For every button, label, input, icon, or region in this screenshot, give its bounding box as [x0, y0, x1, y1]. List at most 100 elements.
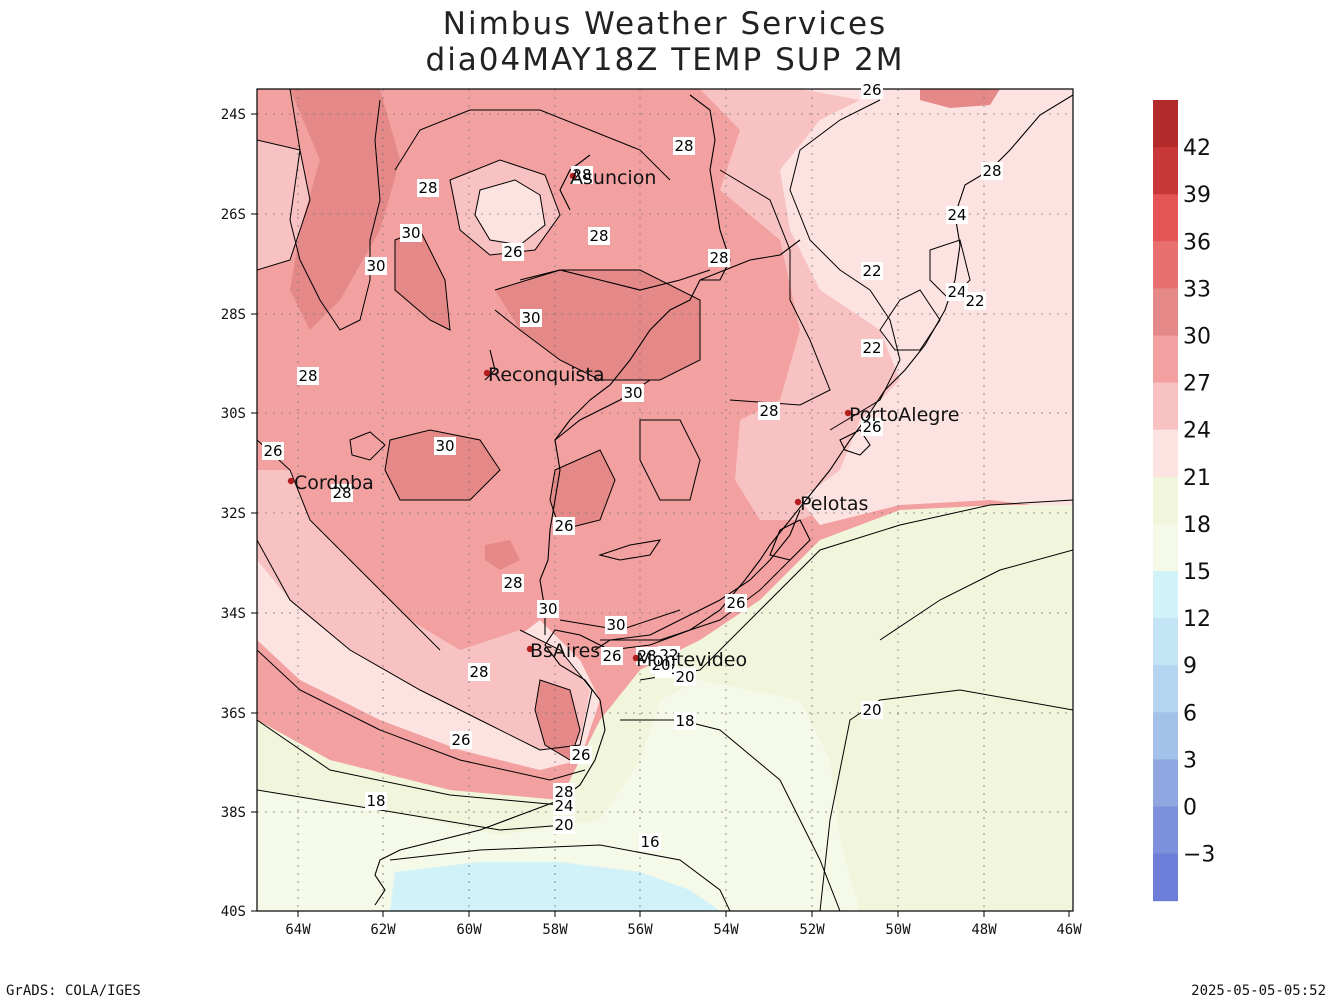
svg-text:24: 24	[554, 797, 573, 815]
svg-text:22: 22	[965, 292, 984, 310]
svg-text:26: 26	[451, 731, 470, 749]
svg-text:Montevideo: Montevideo	[636, 649, 747, 671]
svg-text:28: 28	[332, 484, 351, 502]
svg-text:28: 28	[469, 663, 488, 681]
lat-label-38s: 38S	[221, 805, 246, 821]
lat-label-24s: 24S	[221, 107, 246, 123]
colorbar-label: 18	[1183, 513, 1211, 538]
lat-label-36s: 36S	[221, 706, 246, 722]
contour-label: 28	[758, 402, 780, 420]
svg-text:24: 24	[947, 283, 966, 301]
lon-axis: 64W 62W 60W 58W 56W 54W 52W 50W 48W 46W	[285, 911, 1082, 938]
colorbar-swatch	[1153, 147, 1178, 195]
contour-labels: 2828282826303028302822242624222228303028…	[262, 81, 1003, 851]
lat-label-26s: 26S	[221, 207, 246, 223]
colorbar-swatch	[1153, 100, 1178, 148]
contour-label: 22	[964, 292, 986, 310]
colorbar-swatch	[1153, 806, 1178, 855]
city-reconquista: Reconquista	[483, 364, 605, 386]
lon-label-58w: 58W	[542, 922, 568, 938]
colorbar-label: 27	[1183, 372, 1211, 397]
coastlines-borders	[374, 94, 1073, 906]
contour-label: 30	[520, 309, 542, 327]
lat-label-32s: 32S	[221, 506, 246, 522]
contour-label: 26	[725, 594, 747, 612]
colorbar-swatch	[1153, 429, 1178, 478]
svg-text:28: 28	[298, 367, 317, 385]
lon-label-56w: 56W	[627, 922, 653, 938]
contour-label: 20	[861, 701, 883, 719]
lat-label-28s: 28S	[221, 307, 246, 323]
svg-text:26: 26	[862, 418, 881, 436]
colorbar-label: 21	[1183, 466, 1211, 491]
contour-label: 28	[708, 249, 730, 267]
contour-label: 28	[502, 574, 524, 592]
svg-text:28: 28	[589, 227, 608, 245]
colorbar-swatch	[1153, 476, 1178, 525]
contour-label: 18	[674, 712, 696, 730]
city-asuncion: Asuncion	[569, 167, 656, 189]
contour-label: 20	[674, 668, 696, 686]
svg-text:28: 28	[759, 402, 778, 420]
contour-label: 30	[365, 257, 387, 275]
svg-text:Cordoba: Cordoba	[294, 472, 374, 494]
graticule	[257, 89, 1073, 911]
svg-text:Asuncion: Asuncion	[570, 167, 656, 189]
city-portoalegre: PortoAlegre	[844, 404, 959, 426]
colorbar-swatch	[1153, 241, 1178, 289]
svg-text:18: 18	[675, 712, 694, 730]
colorbar-swatch	[1153, 288, 1178, 336]
svg-text:PortoAlegre: PortoAlegre	[849, 404, 959, 426]
lat-label-40s: 40S	[221, 904, 246, 920]
contour-label: 26	[502, 243, 524, 261]
colorbar-label: 3	[1183, 748, 1197, 773]
map-title-line1: Nimbus Weather Services	[443, 6, 887, 42]
svg-text:28: 28	[572, 166, 591, 184]
svg-text:26: 26	[571, 746, 590, 764]
footer-credit: GrADS: COLA/IGES	[6, 983, 141, 999]
city-markers: Asuncion Reconquista Cordoba PortoAlegre…	[287, 167, 959, 671]
contour-label: 26	[861, 418, 883, 436]
contour-label: 28	[673, 137, 695, 155]
contour-label: 30	[537, 600, 559, 618]
contour-label: 26	[570, 746, 592, 764]
svg-text:18: 18	[366, 792, 385, 810]
contour-label: 30	[605, 616, 627, 634]
colorbar-swatch	[1153, 523, 1178, 572]
svg-text:28: 28	[418, 179, 437, 197]
svg-text:26: 26	[554, 517, 573, 535]
contour-label: 16	[639, 833, 661, 851]
colorbar-label: 6	[1183, 701, 1197, 726]
contour-label: 30	[622, 384, 644, 402]
temperature-field	[257, 89, 1073, 911]
colorbar-label: 39	[1183, 183, 1211, 208]
lon-label-46w: 46W	[1056, 922, 1082, 938]
colorbar-label: 12	[1183, 607, 1211, 632]
contour-label: 26	[601, 647, 623, 665]
colorbar-swatch	[1153, 335, 1178, 384]
colorbar-label: 0	[1183, 796, 1197, 821]
contour-label: 24	[946, 283, 968, 301]
colorbar-label: 15	[1183, 560, 1211, 585]
svg-text:26: 26	[726, 594, 745, 612]
svg-text:22: 22	[862, 262, 881, 280]
lon-label-62w: 62W	[370, 922, 396, 938]
colorbar-swatch	[1153, 712, 1178, 760]
map-title-line2: dia04MAY18Z TEMP SUP 2M	[426, 42, 905, 78]
city-montevideo: Montevideo	[632, 649, 747, 671]
lat-label-34s: 34S	[221, 606, 246, 622]
svg-text:16: 16	[640, 833, 659, 851]
svg-text:30: 30	[366, 257, 385, 275]
contour-label: 30	[400, 224, 422, 242]
svg-text:24: 24	[947, 206, 966, 224]
svg-text:30: 30	[538, 600, 557, 618]
contour-label: 26	[450, 731, 472, 749]
contour-label: 30	[434, 437, 456, 455]
lat-label-30s: 30S	[221, 406, 246, 422]
contour-label: 26	[861, 81, 883, 99]
lon-label-64w: 64W	[285, 922, 311, 938]
colorbar-swatch	[1153, 571, 1178, 619]
contour-label: 28	[468, 663, 490, 681]
